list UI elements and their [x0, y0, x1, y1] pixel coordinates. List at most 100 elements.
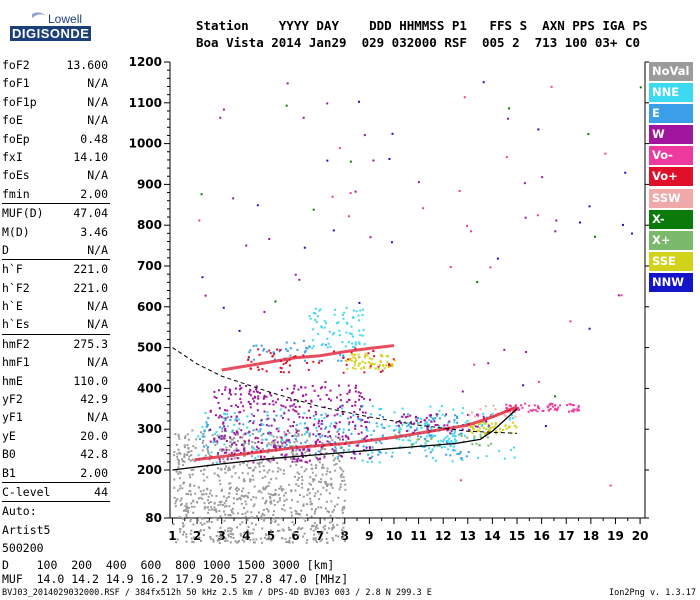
echo-point [322, 486, 325, 489]
echo-point [326, 531, 329, 534]
echo-point [238, 422, 241, 425]
echo-point [314, 537, 317, 540]
echo-point [363, 343, 366, 346]
echo-point [264, 475, 267, 478]
echo-point [431, 417, 434, 420]
echo-point [383, 367, 386, 370]
echo-point [479, 408, 482, 411]
echo-point [328, 521, 331, 524]
echo-point [336, 413, 339, 416]
echo-point [342, 534, 345, 537]
echo-point [218, 435, 221, 438]
echo-point [237, 488, 240, 491]
echo-point [294, 460, 297, 463]
echo-point [529, 409, 532, 412]
echo-point [225, 446, 228, 449]
echo-point [337, 453, 340, 456]
echo-point [276, 462, 279, 465]
echo-point [186, 505, 189, 508]
echo-point [259, 456, 262, 459]
echo-point [332, 350, 335, 353]
echo-point [335, 422, 338, 425]
echo-point [308, 482, 311, 485]
echo-point [233, 457, 236, 460]
y-tick-label: 200 [137, 463, 162, 477]
echo-point [290, 514, 293, 517]
echo-point [350, 457, 353, 460]
echo-point [304, 451, 307, 454]
echo-point [227, 397, 230, 400]
echo-point [345, 363, 348, 366]
echo-point [313, 478, 316, 481]
echo-point [279, 485, 282, 488]
echo-point [364, 352, 367, 355]
echo-point [247, 356, 250, 359]
echo-point [265, 418, 268, 421]
echo-point [260, 461, 263, 464]
echo-point [294, 458, 297, 461]
echo-point [267, 510, 270, 513]
echo-point [453, 430, 456, 433]
echo-point [181, 464, 184, 467]
echo-point [434, 424, 437, 427]
echo-point [361, 308, 364, 311]
echo-point [234, 488, 237, 491]
echo-point [409, 421, 412, 424]
echo-point [275, 445, 278, 448]
echo-point [395, 421, 398, 424]
echo-point [392, 358, 395, 361]
echo-point [351, 345, 354, 348]
echo-point [451, 460, 454, 463]
echo-point [348, 421, 351, 424]
echo-point [203, 479, 206, 482]
echo-point [274, 489, 277, 492]
echo-point [252, 345, 255, 348]
echo-point [493, 425, 496, 428]
echo-point [202, 433, 205, 436]
echo-point [358, 408, 361, 411]
echo-point [297, 400, 300, 403]
echo-point [229, 532, 232, 535]
echo-point [299, 513, 302, 516]
echo-point [207, 502, 210, 505]
echo-point [252, 528, 255, 531]
echo-point [313, 495, 316, 498]
echo-point [303, 422, 306, 425]
echo-point [310, 515, 313, 518]
echo-point [514, 411, 517, 414]
echo-point [310, 502, 313, 505]
echo-point [294, 509, 297, 512]
echo-point [207, 446, 210, 449]
echo-point [284, 435, 287, 438]
param-name: C-level [2, 484, 51, 499]
echo-point [336, 455, 339, 458]
echo-point [179, 484, 182, 487]
echo-point [210, 521, 213, 524]
echo-point [358, 100, 361, 103]
echo-point [220, 489, 223, 492]
echo-point [226, 416, 229, 419]
echo-point [415, 419, 418, 422]
echo-point [286, 399, 289, 402]
echo-point [369, 362, 372, 365]
x-tick-label: 10 [386, 529, 403, 543]
echo-point [441, 413, 444, 416]
echo-point [259, 537, 262, 540]
echo-point [261, 476, 264, 479]
echo-point [353, 364, 356, 367]
x-tick-label: 18 [583, 529, 600, 543]
echo-point [206, 520, 209, 523]
echo-point [308, 345, 311, 348]
echo-point [314, 467, 317, 470]
echo-point [325, 426, 328, 429]
echo-point [199, 469, 202, 472]
echo-point [260, 344, 263, 347]
echo-point [314, 510, 317, 513]
echo-point [367, 416, 370, 419]
echo-point [347, 215, 350, 218]
echo-point [291, 541, 294, 544]
echo-point [225, 505, 228, 508]
echo-point [534, 409, 537, 412]
echo-point [308, 453, 311, 456]
echo-point [212, 462, 215, 465]
